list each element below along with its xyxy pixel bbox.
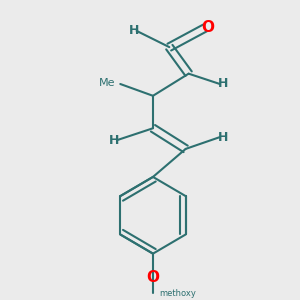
- Text: O: O: [146, 270, 160, 285]
- Text: H: H: [109, 134, 119, 147]
- Text: H: H: [128, 24, 139, 38]
- Text: Me: Me: [99, 77, 116, 88]
- Text: O: O: [201, 20, 214, 35]
- Text: methoxy: methoxy: [159, 289, 196, 298]
- Text: H: H: [218, 77, 228, 91]
- Text: H: H: [218, 130, 228, 144]
